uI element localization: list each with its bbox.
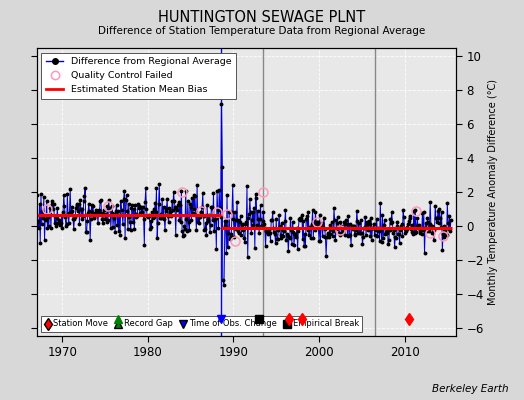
Text: Berkeley Earth: Berkeley Earth xyxy=(432,384,508,394)
Legend: Station Move, Record Gap, Time of Obs. Change, Empirical Break: Station Move, Record Gap, Time of Obs. C… xyxy=(41,316,362,332)
Y-axis label: Monthly Temperature Anomaly Difference (°C): Monthly Temperature Anomaly Difference (… xyxy=(488,79,498,305)
Text: Difference of Station Temperature Data from Regional Average: Difference of Station Temperature Data f… xyxy=(99,26,425,36)
Text: HUNTINGTON SEWAGE PLNT: HUNTINGTON SEWAGE PLNT xyxy=(158,10,366,25)
